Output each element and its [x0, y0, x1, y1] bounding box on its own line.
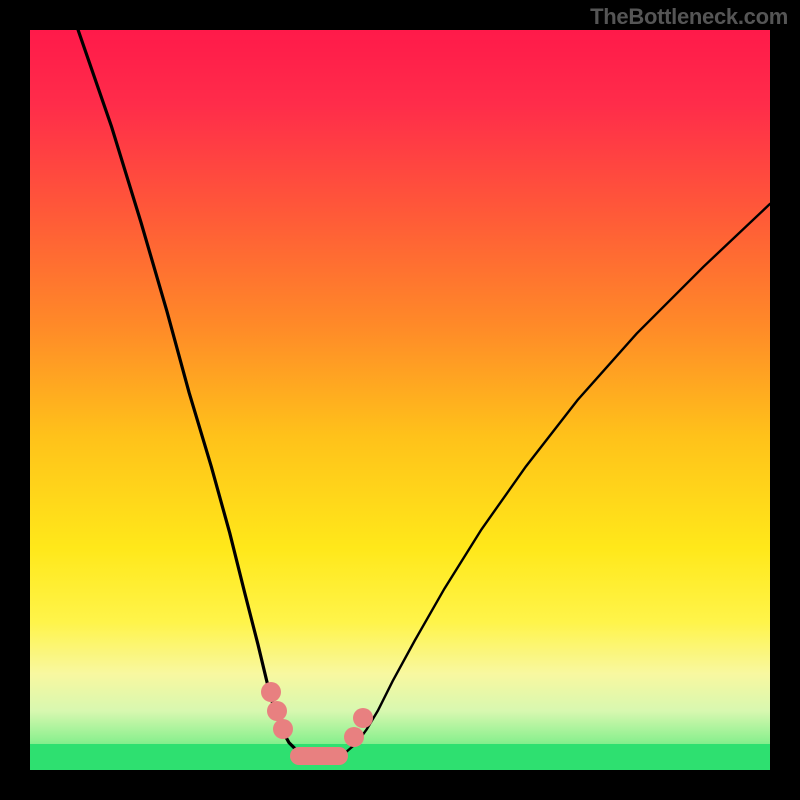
salmon-dot: [267, 701, 287, 721]
curve-left: [78, 30, 322, 760]
bottleneck-curve: [30, 30, 770, 770]
salmon-dot: [344, 727, 364, 747]
plot-area: [30, 30, 770, 770]
watermark-text: TheBottleneck.com: [590, 4, 788, 30]
curve-right: [322, 204, 770, 761]
salmon-bottom-bar: [290, 747, 348, 765]
